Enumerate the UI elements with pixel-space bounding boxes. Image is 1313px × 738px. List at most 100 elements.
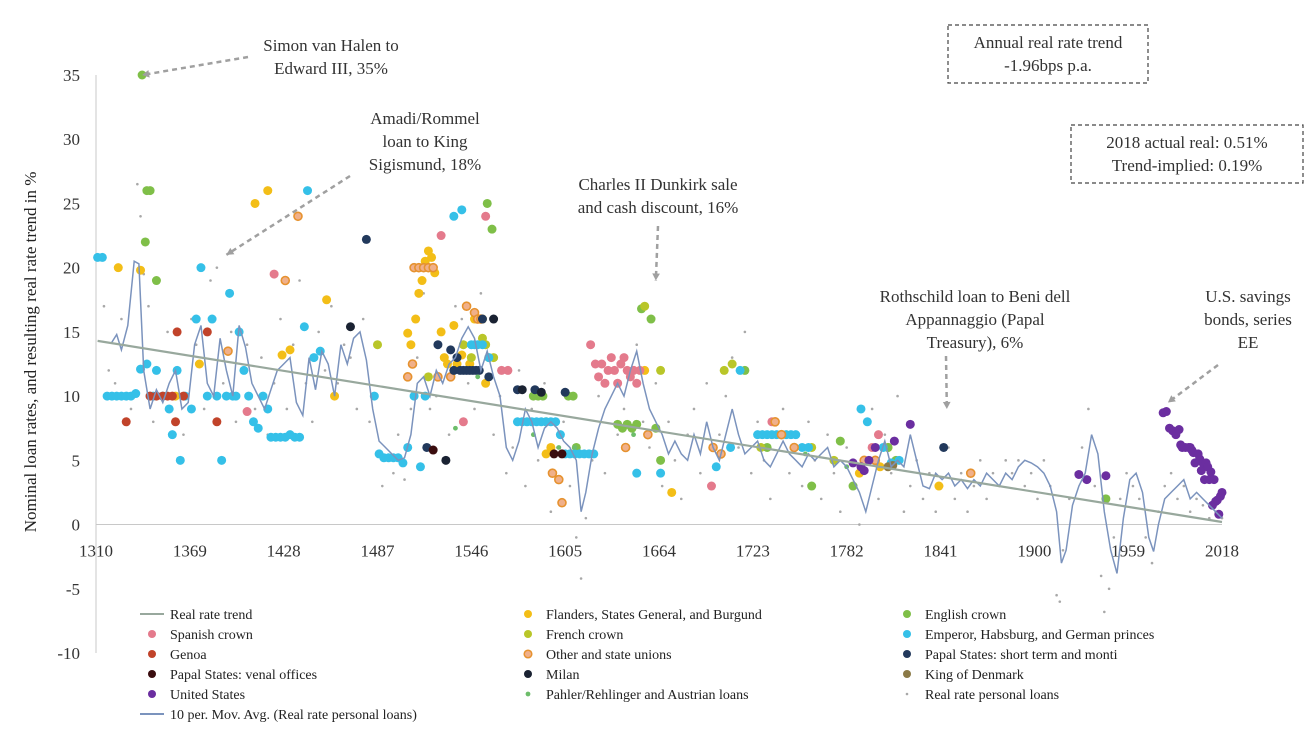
legend-swatch-dot (524, 610, 532, 618)
moving-average-line (111, 259, 1223, 574)
emperor-habsburg-and-german-princes-point (398, 458, 408, 468)
x-tick-label: 1900 (1017, 542, 1051, 561)
emperor-habsburg-and-german-princes-point (449, 211, 459, 221)
annotation-arrowhead (226, 247, 235, 255)
real-rate-personal-loans-point (908, 484, 912, 488)
real-rate-personal-loans-point (549, 510, 553, 514)
annotation-text: Charles II Dunkirk sale (578, 175, 737, 194)
spanish-crown-point (706, 481, 716, 491)
real-rate-personal-loans-point (543, 381, 546, 385)
english-crown-point (487, 224, 497, 234)
other-and-state-unions-point (547, 468, 558, 478)
pahler-rehlinger-and-austrian-loans-point (572, 445, 578, 450)
english-crown-point (807, 481, 817, 491)
flanders-states-general-and-burgund-point (442, 359, 452, 369)
other-and-state-unions-point (554, 474, 564, 485)
flanders-states-general-and-burgund-point (263, 186, 273, 196)
real-rate-personal-loans-point (749, 471, 753, 475)
spanish-crown-point (586, 340, 596, 350)
emperor-habsburg-and-german-princes-point (175, 455, 185, 465)
emperor-habsburg-and-german-princes-point (415, 462, 425, 472)
real-rate-personal-loans-point (1195, 497, 1198, 501)
emperor-habsburg-and-german-princes-point (196, 263, 206, 273)
other-and-state-unions-point (402, 372, 413, 382)
united-states-point (1209, 475, 1219, 485)
real-rate-personal-loans-point (349, 356, 352, 359)
united-states-point (859, 466, 869, 476)
emperor-habsburg-and-german-princes-point (186, 404, 196, 414)
real-rate-personal-loans-point (603, 471, 607, 475)
flanders-states-general-and-burgund-point (411, 314, 421, 324)
annotation-arrowhead (1167, 395, 1176, 403)
genoa-point (172, 327, 182, 337)
real-rate-personal-loans-point (870, 407, 874, 411)
pahler-rehlinger-and-austrian-loans-point (475, 374, 481, 380)
emperor-habsburg-and-german-princes-point (207, 314, 217, 324)
other-and-state-unions-point (407, 359, 418, 369)
real-rate-personal-loans-point (902, 510, 906, 514)
spanish-crown-point (594, 372, 604, 382)
real-rate-personal-loans-point (1201, 503, 1205, 507)
real-rate-personal-loans-point (336, 381, 340, 385)
real-rate-personal-loans-point (409, 407, 413, 411)
emperor-habsburg-and-german-princes-point (239, 365, 249, 375)
real-rate-personal-loans-point (1093, 484, 1097, 488)
real-rate-personal-loans-point (1182, 484, 1186, 488)
y-tick-label: -10 (57, 644, 80, 663)
x-tick-label: 1959 (1111, 542, 1145, 561)
emperor-habsburg-and-german-princes-point (726, 442, 736, 452)
real-rate-personal-loans-point (1169, 471, 1173, 475)
spanish-crown-point (597, 359, 607, 369)
real-rate-personal-loans-point (1176, 497, 1179, 501)
legend-label: Real rate personal loans (925, 688, 1059, 703)
real-rate-personal-loans-point (396, 433, 400, 436)
papal-states-venal-offices-point (557, 449, 567, 459)
real-rate-personal-loans-point (260, 356, 263, 359)
united-states-point (1217, 487, 1227, 497)
real-rate-personal-loans-point (202, 407, 206, 411)
legend-label: United States (170, 688, 245, 703)
real-rate-personal-loans-point (648, 446, 651, 449)
other-and-state-unions-point (223, 346, 233, 356)
real-rate-personal-loans-point (428, 407, 432, 411)
milan-point (345, 322, 355, 332)
real-rate-personal-loans-point (253, 407, 257, 411)
spanish-crown-point (609, 365, 619, 375)
real-rate-personal-loans-point (584, 516, 588, 520)
real-rate-personal-loans-point (692, 407, 696, 411)
real-rate-personal-loans-point (536, 459, 540, 462)
x-tick-label: 1428 (267, 542, 301, 561)
real-rate-personal-loans-point (120, 317, 123, 321)
real-rate-personal-loans-point (673, 459, 677, 462)
legend-label: Pahler/Rehlinger and Austrian loans (546, 688, 749, 703)
legend-swatch-star (525, 691, 531, 697)
papal-states-short-term-and-monti-point (433, 340, 443, 350)
annotation-text: Simon van Halen to (263, 36, 399, 55)
milan-point (536, 387, 546, 397)
emperor-habsburg-and-german-princes-point (191, 314, 201, 324)
real-rate-personal-loans-point (380, 484, 384, 488)
legend-label: Milan (546, 668, 579, 683)
real-rate-personal-loans-point (182, 433, 185, 436)
united-states-point (1101, 471, 1111, 481)
legend: Real rate trend Flanders, States General,… (140, 608, 1154, 723)
emperor-habsburg-and-german-princes-point (221, 391, 231, 401)
annotation-arrow (141, 55, 249, 77)
real-rate-personal-loans-point (113, 381, 117, 385)
emperor-habsburg-and-german-princes-point (551, 417, 561, 427)
x-tick-label: 1841 (924, 542, 958, 561)
real-rate-personal-loans-point (136, 182, 139, 186)
french-crown-point (656, 365, 666, 375)
milan-point (441, 455, 451, 465)
real-rate-personal-loans-point (1010, 471, 1014, 475)
real-rate-personal-loans-point (1080, 446, 1084, 449)
legend-swatch-dot (148, 670, 156, 678)
genoa-point (121, 417, 131, 427)
real-rate-personal-loans-point (660, 484, 664, 488)
real-rate-personal-loans-point (511, 446, 514, 449)
emperor-habsburg-and-german-princes-point (225, 288, 235, 298)
emperor-habsburg-and-german-princes-point (797, 442, 807, 452)
real-rate-personal-loans-point (285, 407, 289, 411)
real-rate-personal-loans-point (1058, 600, 1062, 603)
real-rate-personal-loans-point (978, 459, 982, 462)
